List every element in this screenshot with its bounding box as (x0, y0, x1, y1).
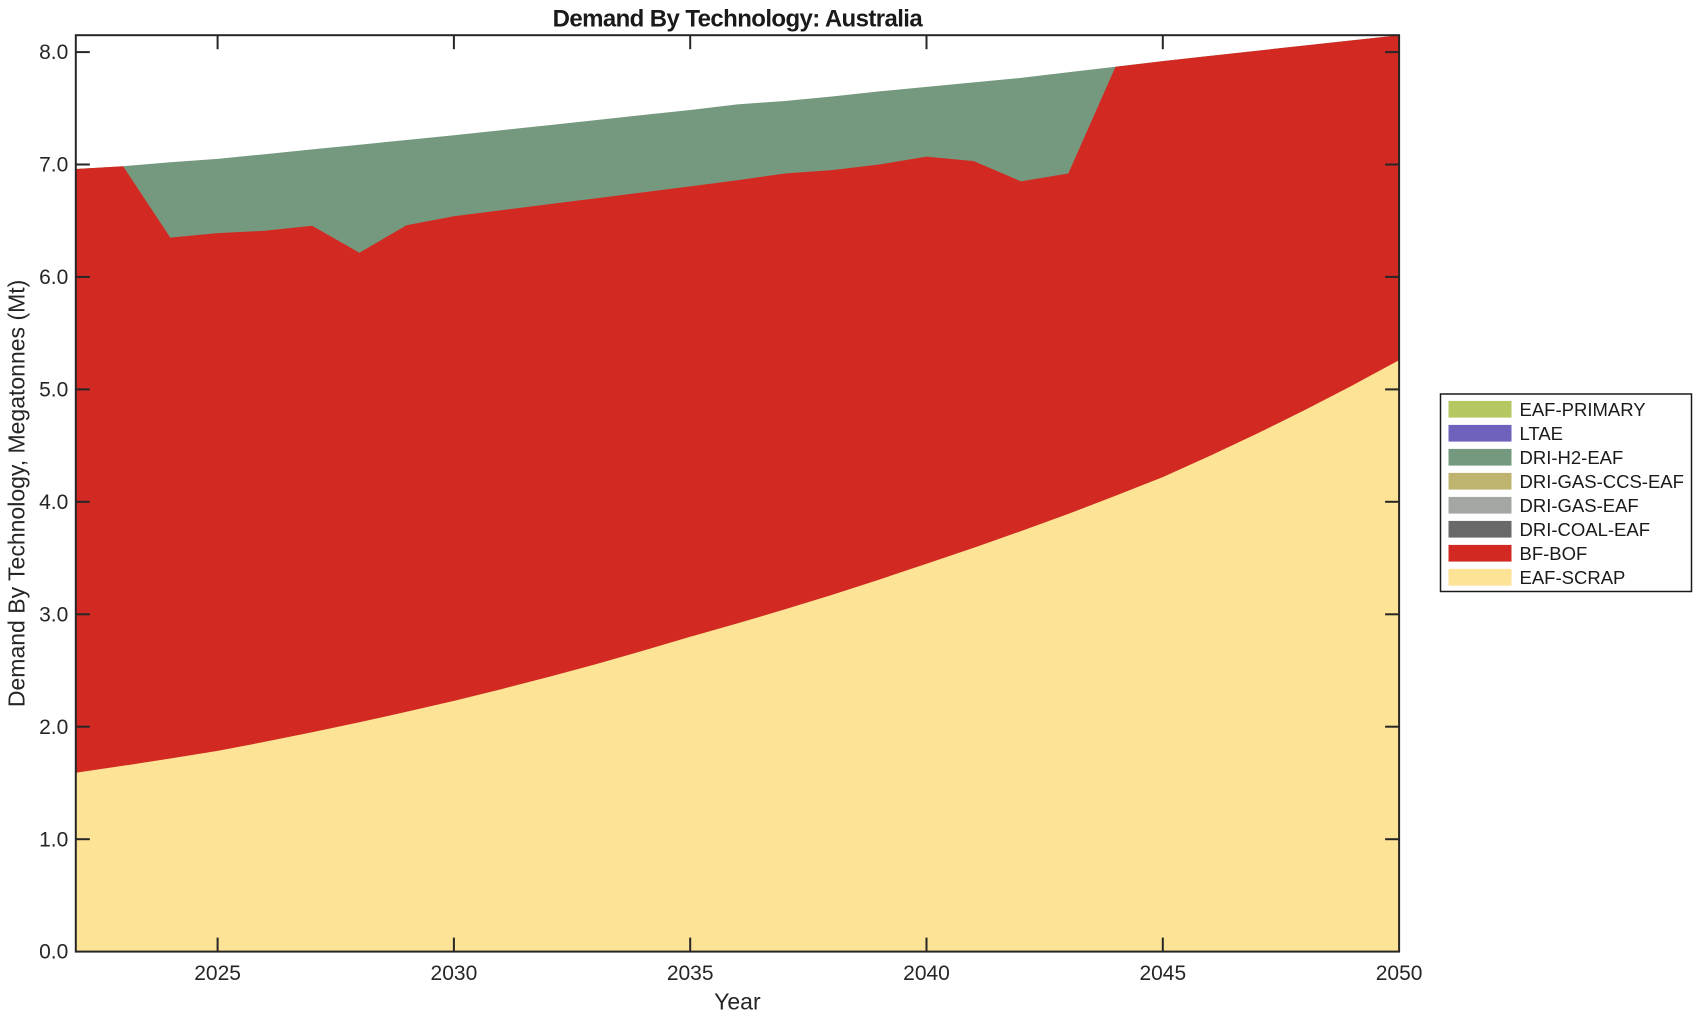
svg-text:DRI-H2-EAF: DRI-H2-EAF (1520, 447, 1624, 468)
svg-text:2045: 2045 (1139, 962, 1186, 985)
svg-text:Year: Year (714, 989, 761, 1015)
svg-text:7.0: 7.0 (39, 154, 68, 177)
svg-text:2025: 2025 (194, 962, 241, 985)
svg-text:LTAE: LTAE (1520, 423, 1564, 444)
svg-text:DRI-COAL-EAF: DRI-COAL-EAF (1520, 519, 1651, 540)
svg-text:2030: 2030 (431, 962, 478, 985)
svg-text:Demand By Technology: Australi: Demand By Technology: Australia (553, 6, 924, 33)
svg-text:1.0: 1.0 (39, 828, 68, 851)
svg-text:EAF-SCRAP: EAF-SCRAP (1520, 567, 1626, 588)
svg-text:0.0: 0.0 (39, 941, 68, 964)
svg-text:2035: 2035 (667, 962, 714, 985)
svg-text:4.0: 4.0 (39, 491, 68, 514)
svg-text:DRI-GAS-CCS-EAF: DRI-GAS-CCS-EAF (1520, 471, 1684, 492)
svg-text:2.0: 2.0 (39, 716, 68, 739)
svg-text:BF-BOF: BF-BOF (1520, 543, 1588, 564)
svg-text:2050: 2050 (1376, 962, 1423, 985)
svg-text:2040: 2040 (903, 962, 950, 985)
svg-text:Demand By Technology, Megatonn: Demand By Technology, Megatonnes (Mt) (4, 280, 30, 707)
svg-text:DRI-GAS-EAF: DRI-GAS-EAF (1520, 495, 1639, 516)
svg-text:5.0: 5.0 (39, 379, 68, 402)
svg-text:6.0: 6.0 (39, 266, 68, 289)
svg-text:EAF-PRIMARY: EAF-PRIMARY (1520, 399, 1646, 420)
svg-text:3.0: 3.0 (39, 603, 68, 626)
svg-text:8.0: 8.0 (39, 41, 68, 64)
